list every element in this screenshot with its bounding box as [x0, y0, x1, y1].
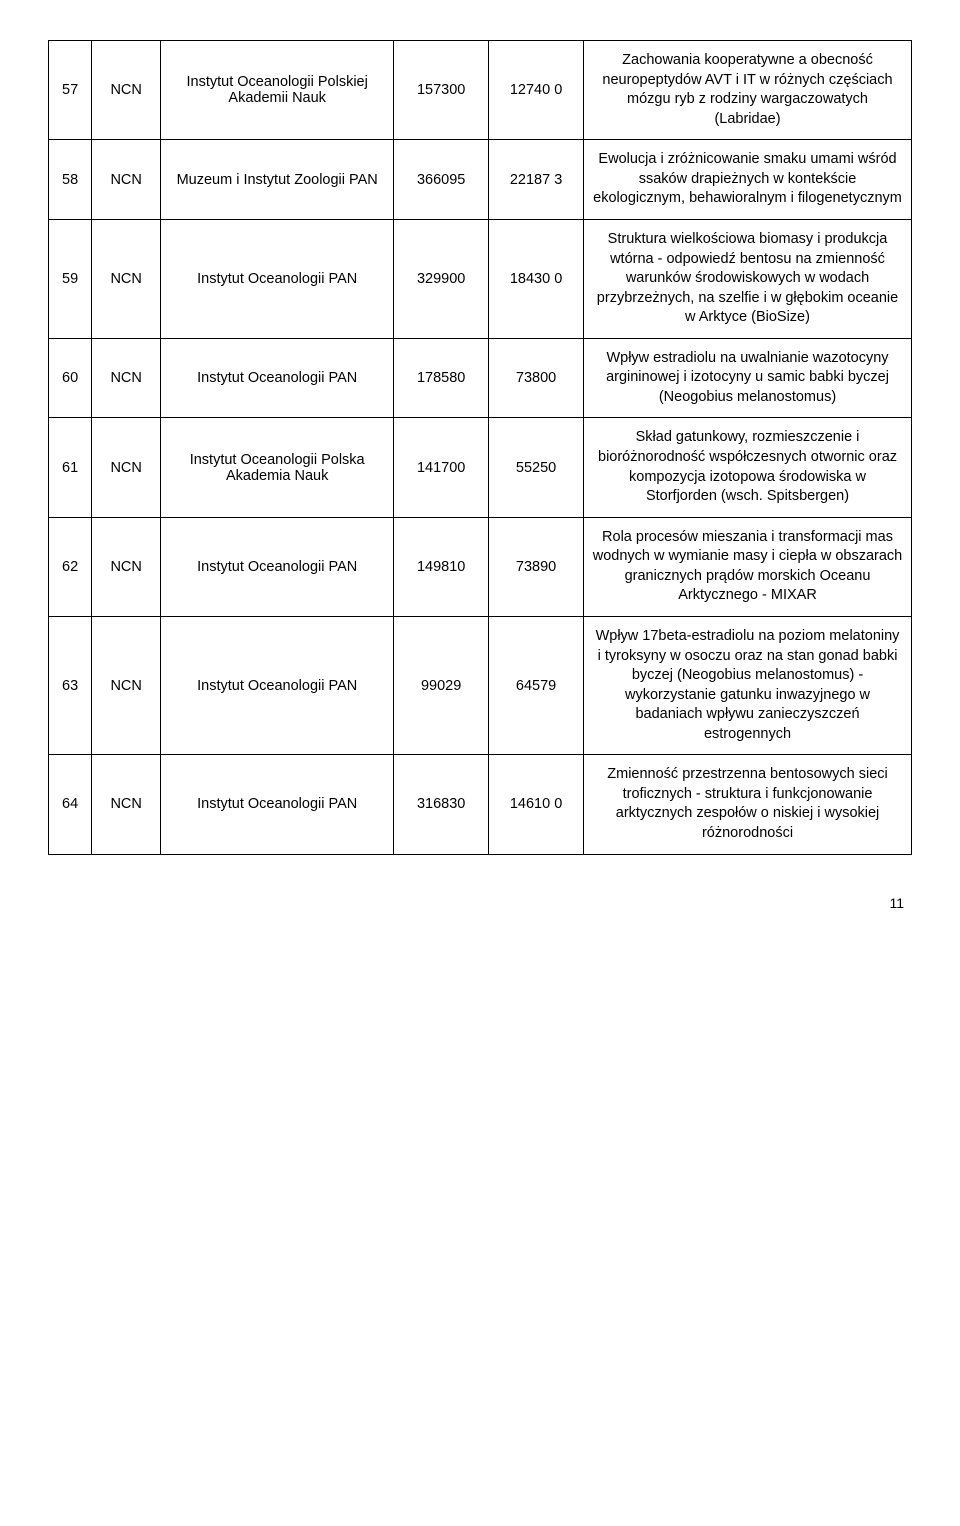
- cell-amount1: 329900: [394, 219, 489, 338]
- cell-amount1: 366095: [394, 140, 489, 220]
- cell-description: Rola procesów mieszania i transformacji …: [584, 517, 912, 616]
- cell-description: Zmienność przestrzenna bentosowych sieci…: [584, 755, 912, 854]
- cell-institution: Instytut Oceanologii PAN: [161, 517, 394, 616]
- table-row: 64 NCN Instytut Oceanologii PAN 316830 1…: [49, 755, 912, 854]
- cell-amount1: 157300: [394, 41, 489, 140]
- cell-amount1: 141700: [394, 418, 489, 517]
- cell-funder: NCN: [92, 517, 161, 616]
- cell-institution: Instytut Oceanologii Polska Akademia Nau…: [161, 418, 394, 517]
- cell-amount2: 64579: [489, 616, 584, 754]
- cell-index: 62: [49, 517, 92, 616]
- table-row: 62 NCN Instytut Oceanologii PAN 149810 7…: [49, 517, 912, 616]
- cell-index: 64: [49, 755, 92, 854]
- page-number: 11: [48, 895, 912, 911]
- table-row: 60 NCN Instytut Oceanologii PAN 178580 7…: [49, 338, 912, 418]
- cell-funder: NCN: [92, 41, 161, 140]
- cell-institution: Muzeum i Instytut Zoologii PAN: [161, 140, 394, 220]
- table-row: 59 NCN Instytut Oceanologii PAN 329900 1…: [49, 219, 912, 338]
- cell-amount2: 12740 0: [489, 41, 584, 140]
- cell-description: Struktura wielkościowa biomasy i produkc…: [584, 219, 912, 338]
- table-row: 61 NCN Instytut Oceanologii Polska Akade…: [49, 418, 912, 517]
- cell-index: 60: [49, 338, 92, 418]
- cell-institution: Instytut Oceanologii Polskiej Akademii N…: [161, 41, 394, 140]
- cell-institution: Instytut Oceanologii PAN: [161, 338, 394, 418]
- cell-funder: NCN: [92, 616, 161, 754]
- cell-index: 59: [49, 219, 92, 338]
- cell-index: 61: [49, 418, 92, 517]
- cell-funder: NCN: [92, 219, 161, 338]
- cell-amount2: 22187 3: [489, 140, 584, 220]
- table-row: 63 NCN Instytut Oceanologii PAN 99029 64…: [49, 616, 912, 754]
- cell-funder: NCN: [92, 418, 161, 517]
- grants-table-body: 57 NCN Instytut Oceanologii Polskiej Aka…: [49, 41, 912, 855]
- table-row: 57 NCN Instytut Oceanologii Polskiej Aka…: [49, 41, 912, 140]
- cell-index: 57: [49, 41, 92, 140]
- cell-index: 58: [49, 140, 92, 220]
- cell-funder: NCN: [92, 140, 161, 220]
- cell-description: Zachowania kooperatywne a obecność neuro…: [584, 41, 912, 140]
- cell-description: Wpływ 17beta-estradiolu na poziom melato…: [584, 616, 912, 754]
- cell-amount2: 73800: [489, 338, 584, 418]
- cell-institution: Instytut Oceanologii PAN: [161, 755, 394, 854]
- cell-amount1: 316830: [394, 755, 489, 854]
- cell-amount1: 178580: [394, 338, 489, 418]
- cell-funder: NCN: [92, 755, 161, 854]
- cell-funder: NCN: [92, 338, 161, 418]
- cell-description: Skład gatunkowy, rozmieszczenie i bioróż…: [584, 418, 912, 517]
- cell-amount2: 55250: [489, 418, 584, 517]
- cell-amount2: 14610 0: [489, 755, 584, 854]
- cell-amount2: 73890: [489, 517, 584, 616]
- cell-description: Ewolucja i zróżnicowanie smaku umami wśr…: [584, 140, 912, 220]
- cell-amount1: 99029: [394, 616, 489, 754]
- cell-institution: Instytut Oceanologii PAN: [161, 616, 394, 754]
- cell-amount1: 149810: [394, 517, 489, 616]
- cell-institution: Instytut Oceanologii PAN: [161, 219, 394, 338]
- cell-index: 63: [49, 616, 92, 754]
- table-row: 58 NCN Muzeum i Instytut Zoologii PAN 36…: [49, 140, 912, 220]
- cell-description: Wpływ estradiolu na uwalnianie wazotocyn…: [584, 338, 912, 418]
- cell-amount2: 18430 0: [489, 219, 584, 338]
- grants-table: 57 NCN Instytut Oceanologii Polskiej Aka…: [48, 40, 912, 855]
